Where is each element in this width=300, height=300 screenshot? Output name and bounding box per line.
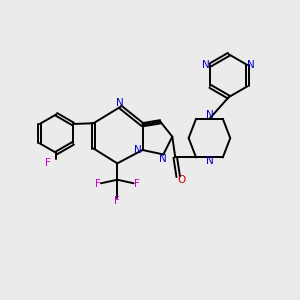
Text: N: N bbox=[160, 154, 167, 164]
Text: O: O bbox=[177, 175, 185, 185]
Text: N: N bbox=[247, 60, 255, 70]
Text: N: N bbox=[116, 98, 124, 108]
Text: F: F bbox=[95, 179, 101, 189]
Text: F: F bbox=[114, 196, 120, 206]
Text: F: F bbox=[44, 158, 50, 168]
Text: F: F bbox=[134, 179, 140, 189]
Text: N: N bbox=[134, 145, 142, 155]
Text: N: N bbox=[202, 60, 210, 70]
Text: N: N bbox=[206, 156, 213, 166]
Text: N: N bbox=[206, 110, 213, 120]
